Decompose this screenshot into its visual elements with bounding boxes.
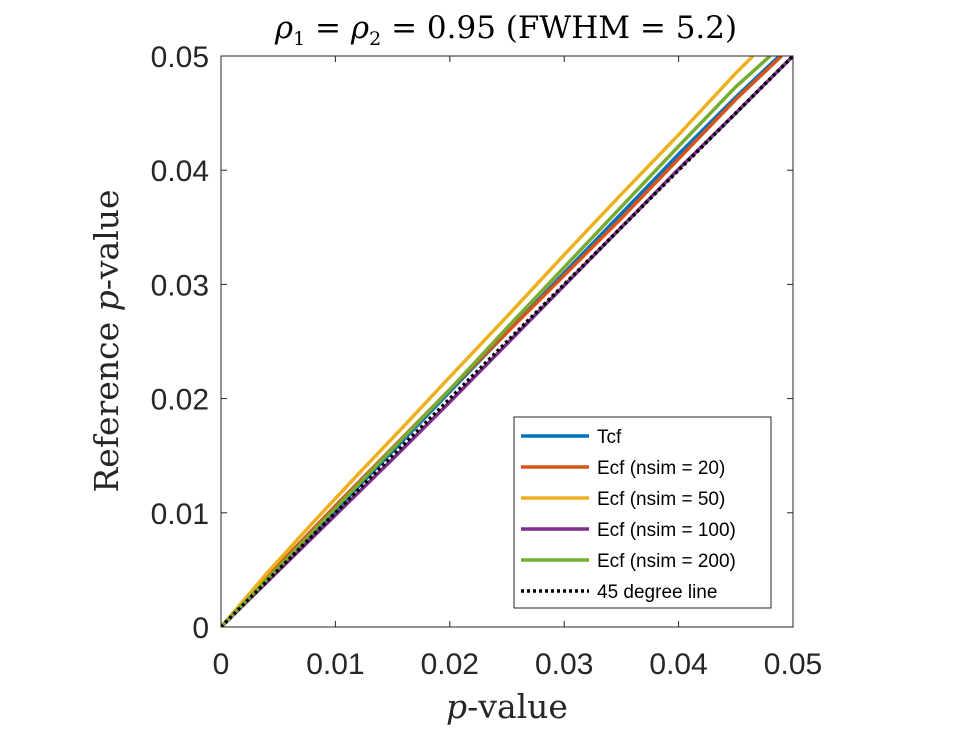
y-tick-label: 0.05 (151, 41, 209, 74)
y-tick-label: 0.04 (151, 155, 209, 188)
series-line-3 (221, 56, 755, 627)
series-line-6 (221, 56, 793, 627)
series-layer (221, 56, 793, 627)
title-rho-2: ρ (350, 10, 369, 46)
x-tick-label: 0.05 (764, 648, 822, 681)
x-axis-label-italic: p (446, 687, 467, 726)
y-axis-label-prefix: Reference (87, 311, 126, 492)
y-axis-label-rest: -value (87, 189, 126, 290)
legend-label-4: Ecf (nsim = 100) (597, 520, 736, 541)
series-line-5 (221, 56, 772, 627)
legend-label-6: 45 degree line (597, 582, 717, 603)
plot-area: 0 0.01 0.02 0.03 0.04 0.05 0 0.01 0.02 0.03 0.04 0.… (151, 41, 823, 681)
legend-items: Tcf Ecf (nsim = 20) Ecf (nsim = 50) Ecf (ns… (521, 427, 736, 603)
y-axis-label: Reference p-value (87, 189, 126, 492)
chart-title: ρ1 = ρ2 = 0.95 (FWHM = 5.2) (274, 10, 737, 50)
legend-label-1: Tcf (597, 427, 622, 448)
legend: Tcf Ecf (nsim = 20) Ecf (nsim = 50) Ecf (ns… (513, 416, 772, 609)
x-tick-label: 0.04 (649, 648, 707, 681)
title-sub-2: 2 (369, 28, 381, 50)
legend-label-2: Ecf (nsim = 20) (597, 458, 725, 479)
ticks-layer: 0 0.01 0.02 0.03 0.04 0.05 0 0.01 0.02 0.03 0.04 0.… (151, 41, 823, 681)
y-tick-label: 0 (192, 612, 209, 645)
x-axis-label: p-value (446, 687, 568, 726)
x-axis-label-rest: -value (467, 687, 568, 726)
legend-label-3: Ecf (nsim = 50) (597, 489, 725, 510)
title-eq-1: = (305, 10, 351, 46)
x-tick-label: 0 (213, 648, 230, 681)
legend-box (513, 416, 772, 609)
legend-label-5: Ecf (nsim = 200) (597, 551, 736, 572)
title-rest: = 0.95 (FWHM = 5.2) (381, 10, 737, 46)
x-tick-label: 0.01 (306, 648, 364, 681)
y-tick-label: 0.01 (151, 498, 209, 531)
y-tick-label: 0.02 (151, 384, 209, 417)
x-tick-label: 0.02 (421, 648, 479, 681)
title-sub-1: 1 (293, 28, 305, 50)
axes-box (220, 55, 794, 628)
title-rho-1: ρ (274, 10, 293, 46)
y-tick-label: 0.03 (151, 269, 209, 302)
y-axis-label-italic: p (87, 290, 126, 311)
x-tick-label: 0.03 (535, 648, 593, 681)
